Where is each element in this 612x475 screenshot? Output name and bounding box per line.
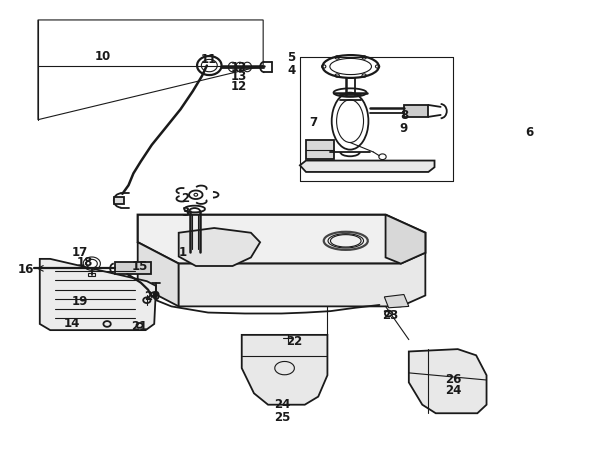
Text: 17: 17	[72, 246, 88, 259]
Polygon shape	[300, 161, 435, 172]
Text: 1: 1	[178, 246, 187, 259]
Polygon shape	[138, 242, 179, 306]
Text: 3: 3	[181, 206, 190, 219]
Text: 18: 18	[76, 256, 92, 269]
Text: 26: 26	[445, 372, 461, 386]
Text: 16: 16	[18, 263, 34, 276]
Text: 15: 15	[132, 260, 147, 274]
Text: 9: 9	[400, 122, 408, 135]
Text: 10: 10	[95, 49, 111, 63]
Text: 19: 19	[72, 295, 88, 308]
Bar	[88, 273, 95, 276]
Polygon shape	[40, 259, 156, 330]
Polygon shape	[179, 228, 260, 266]
Text: 2: 2	[181, 192, 190, 205]
Text: 24: 24	[445, 384, 461, 397]
Text: 4: 4	[287, 64, 296, 77]
Text: 12: 12	[231, 61, 247, 74]
Text: 8: 8	[400, 109, 408, 122]
Text: 5: 5	[287, 51, 296, 65]
Polygon shape	[179, 253, 425, 306]
Polygon shape	[384, 294, 409, 308]
Bar	[115, 262, 151, 274]
Text: 13: 13	[231, 70, 247, 84]
Text: 23: 23	[382, 309, 398, 323]
Text: 7: 7	[309, 116, 318, 129]
Polygon shape	[409, 349, 487, 413]
Text: 14: 14	[64, 317, 80, 331]
Text: 20: 20	[144, 290, 160, 304]
Polygon shape	[242, 335, 327, 405]
Text: 12: 12	[231, 80, 247, 93]
Bar	[306, 140, 334, 159]
Bar	[404, 105, 428, 117]
Polygon shape	[386, 215, 425, 264]
Text: 11: 11	[201, 53, 217, 66]
Text: 6: 6	[525, 126, 534, 140]
Bar	[114, 197, 124, 204]
Text: 24: 24	[275, 398, 291, 411]
Text: 21: 21	[132, 320, 147, 333]
Text: 25: 25	[275, 410, 291, 424]
Text: 22: 22	[286, 334, 302, 348]
Polygon shape	[138, 215, 425, 264]
